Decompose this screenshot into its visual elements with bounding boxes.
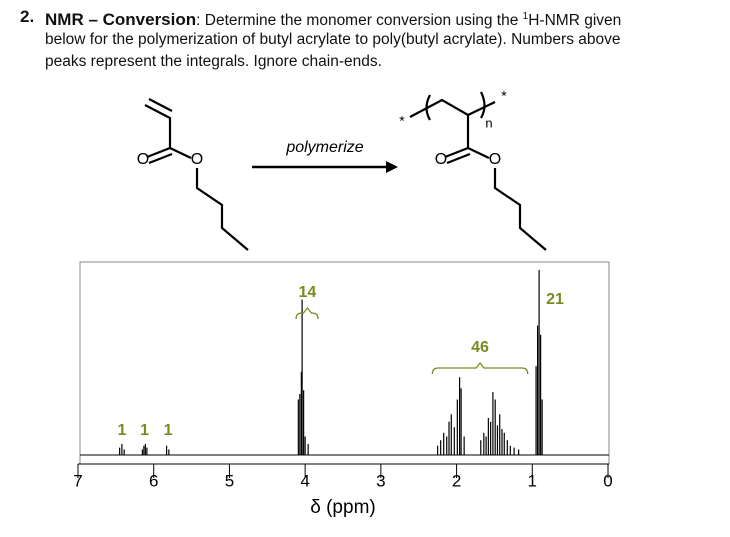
x-tick-label: 0 (603, 471, 612, 490)
x-tick-label: 3 (376, 471, 385, 490)
question-line: below for the polymerization of butyl ac… (45, 31, 621, 48)
text: : Determine the monomer conversion using… (196, 12, 523, 30)
x-axis-label: δ (ppm) (310, 497, 375, 518)
text: H-NMR given (528, 12, 622, 30)
star: * (501, 88, 507, 104)
atom-label: O (191, 151, 203, 168)
arrow-label: polymerize (285, 139, 363, 156)
integral-label: 46 (471, 339, 489, 356)
superscript: 1 (522, 11, 529, 22)
integral-bracket (295, 306, 319, 320)
repeat-unit: n (485, 115, 492, 130)
question-number: 2. (20, 7, 35, 26)
atom-label: O (435, 151, 447, 168)
x-tick-label: 7 (73, 471, 82, 490)
x-tick-label: 6 (149, 471, 158, 490)
plot-frame (79, 261, 610, 465)
integral-label: 21 (546, 291, 564, 308)
arrow-head (386, 161, 398, 173)
polymer-structure (409, 91, 547, 251)
integral-label: 1 (164, 422, 173, 439)
question-line: NMR – Conversion: Determine the monomer … (45, 6, 621, 32)
x-tick-label: 4 (300, 471, 309, 490)
monomer-structure (144, 98, 249, 251)
integral-label: 14 (299, 284, 317, 301)
x-tick-label: 5 (225, 471, 234, 490)
question-line: peaks represent the integrals. Ignore ch… (45, 53, 382, 70)
atom-label: O (489, 151, 501, 168)
question-title: NMR – Conversion (45, 10, 197, 30)
atom-label: O (137, 151, 149, 168)
integral-bracket (431, 361, 529, 375)
x-tick-label: 1 (528, 471, 537, 490)
integral-label: 1 (117, 422, 126, 439)
x-tick-label: 2 (452, 471, 461, 490)
star: * (399, 113, 405, 129)
integral-label: 1 (140, 422, 149, 439)
